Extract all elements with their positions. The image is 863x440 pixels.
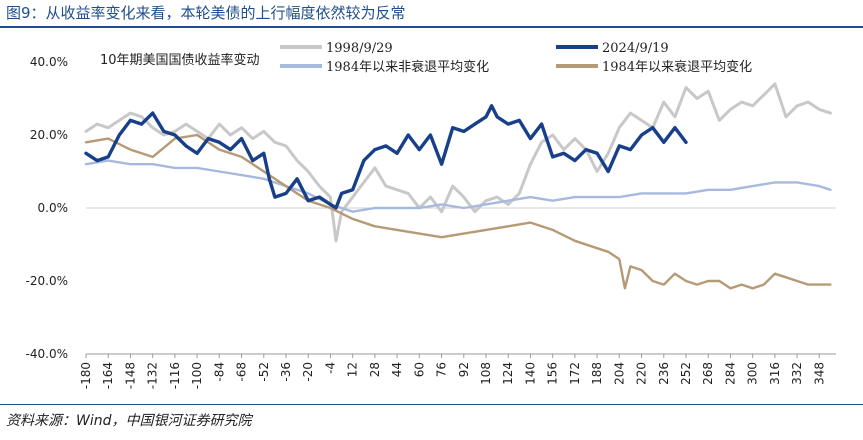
- x-tick-label: 76: [435, 362, 449, 377]
- y-axis: 40.0% 20.0% 0.0% -20.0% -40.0%: [26, 55, 68, 361]
- series-line-4: [84, 133, 832, 290]
- x-tick-label: -180: [79, 362, 93, 389]
- x-tick-label: -100: [190, 362, 204, 389]
- x-tick-label: 172: [568, 362, 582, 385]
- legend-label: 1998/9/29: [326, 41, 393, 56]
- x-tick-label: 204: [612, 362, 626, 385]
- y-tick-label: -40.0%: [26, 347, 68, 361]
- x-tick-label: 316: [768, 362, 782, 385]
- legend-label: 1984年以来非衰退平均变化: [326, 59, 489, 75]
- y-tick-label: -20.0%: [26, 274, 68, 288]
- chart-title: 10年期美国国债收益率变动: [100, 52, 260, 68]
- legend: 1998/9/29 2024/9/19 1984年以来非衰退平均变化 1984年以来衰…: [280, 41, 752, 75]
- x-tick-label: -116: [168, 362, 182, 389]
- x-tick-label: 12: [346, 362, 360, 377]
- x-tick-label: -52: [257, 362, 271, 382]
- x-tick-label: 28: [368, 362, 382, 377]
- x-tick-label: -4: [323, 362, 337, 374]
- x-tick-label: -36: [279, 362, 293, 382]
- top-divider: [0, 26, 863, 28]
- series-lines: [84, 82, 832, 290]
- series-line-1: [84, 82, 832, 243]
- x-tick-label: 156: [546, 362, 560, 385]
- legend-label: 1984年以来衰退平均变化: [602, 59, 752, 75]
- x-tick-label: -132: [146, 362, 160, 389]
- x-tick-label: 236: [657, 362, 671, 385]
- x-axis: -180 -164 -148 -132 -116 -100 -84 -68 -52 -36 -20-…: [79, 353, 836, 389]
- y-tick-label: 40.0%: [30, 55, 68, 69]
- x-tick-label: 188: [590, 362, 604, 385]
- series-line-2: [84, 104, 688, 210]
- x-tick-label: -148: [123, 362, 137, 389]
- x-tick-label: -164: [101, 362, 115, 389]
- x-tick-label: -68: [235, 362, 249, 382]
- x-tick-label: 300: [746, 362, 760, 385]
- x-tick-label: -84: [212, 362, 226, 382]
- x-tick-label: 92: [457, 362, 471, 377]
- series-line-3: [84, 159, 832, 213]
- x-tick-label: 140: [523, 362, 537, 385]
- figure-title: 图9：从收益率变化来看，本轮美债的上行幅度依然较为反常: [6, 4, 406, 22]
- bottom-divider: [0, 404, 863, 405]
- x-tick-label: 348: [812, 362, 826, 385]
- y-tick-label: 0.0%: [38, 201, 69, 215]
- x-tick-label: 124: [501, 362, 515, 385]
- x-tick-label: 44: [390, 362, 404, 377]
- x-tick-label: 108: [479, 362, 493, 385]
- x-tick-label: -20: [301, 362, 315, 382]
- x-tick-label: 60: [412, 362, 426, 377]
- x-tick-label: 284: [723, 362, 737, 385]
- x-tick-label: 220: [635, 362, 649, 385]
- source-note: 资料来源：Wind，中国银河证券研究院: [6, 413, 252, 429]
- legend-label: 2024/9/19: [602, 41, 669, 56]
- chart: 40.0%20.0%0.0%-20.0%-40.0% -180 -164 -148-…: [26, 41, 836, 389]
- x-tick-label: 332: [790, 362, 804, 385]
- y-tick-label: 20.0%: [30, 128, 68, 142]
- x-tick-label: 252: [679, 362, 693, 385]
- x-tick-label: 268: [701, 362, 715, 385]
